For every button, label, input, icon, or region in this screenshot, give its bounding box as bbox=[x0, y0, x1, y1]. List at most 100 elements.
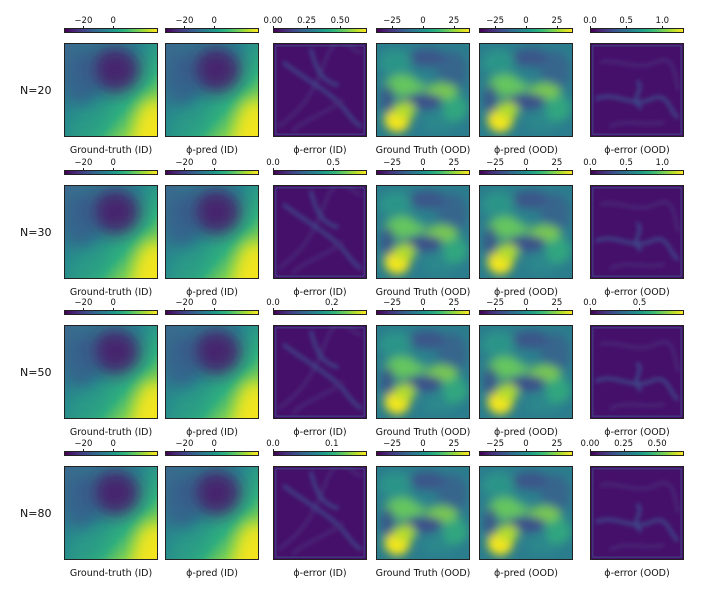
colorbar-tick-label: 1.0 bbox=[655, 16, 670, 26]
colorbar-tick-label: −20 bbox=[175, 16, 194, 26]
colorbar-tick-mark bbox=[495, 26, 497, 28]
colorbar-tick-label: 0.5 bbox=[619, 158, 633, 168]
panel-caption: ϕ-error (OOD) bbox=[604, 568, 670, 579]
colorbar bbox=[479, 28, 573, 33]
colorbar-tick-mark bbox=[495, 308, 497, 310]
colorbar-tick-mark bbox=[273, 308, 274, 310]
heatmap-field bbox=[274, 186, 366, 278]
field-structure bbox=[378, 190, 469, 275]
colorbar-tick-label: 0.25 bbox=[297, 16, 317, 26]
colorbar-tick-label: −20 bbox=[74, 16, 93, 26]
panel-caption: Ground Truth (OOD) bbox=[375, 287, 471, 298]
heatmap-field bbox=[274, 44, 366, 136]
colorbar bbox=[590, 451, 684, 456]
field-low-region bbox=[192, 329, 241, 374]
heatmap-panel: −20 0 ϕ-pred (ID) bbox=[165, 17, 259, 163]
colorbar-tick-label: 0 bbox=[211, 158, 217, 168]
field-structure bbox=[378, 48, 469, 133]
colorbar-tick-label: −20 bbox=[175, 439, 194, 449]
row-label: N=50 bbox=[20, 366, 52, 379]
heatmap-image bbox=[376, 466, 470, 560]
heatmap-field bbox=[480, 467, 572, 559]
field-edge-artifact bbox=[592, 468, 682, 558]
field-high-region bbox=[236, 99, 258, 136]
colorbar bbox=[64, 170, 158, 175]
colorbar-tick-mark bbox=[273, 168, 274, 170]
colorbar bbox=[165, 170, 259, 175]
colorbar-tick-mark bbox=[331, 449, 333, 451]
colorbar-tick-mark bbox=[273, 449, 274, 451]
heatmap-field bbox=[65, 326, 157, 418]
colorbar-tick-mark bbox=[639, 308, 641, 310]
field-edge-artifact bbox=[592, 327, 682, 417]
colorbar-tick-label: −20 bbox=[175, 298, 194, 308]
field-low-region bbox=[192, 47, 241, 92]
heatmap-image bbox=[273, 43, 367, 137]
colorbar-tick-label: 0 bbox=[211, 298, 217, 308]
field-structure bbox=[594, 481, 681, 552]
colorbar-tick-label: 0.5 bbox=[619, 16, 633, 26]
heatmap-image bbox=[479, 43, 573, 137]
heatmap-image bbox=[590, 325, 684, 419]
colorbar-tick-label: −20 bbox=[74, 298, 93, 308]
colorbar-tick-mark bbox=[214, 449, 216, 451]
panel-caption: ϕ-error (ID) bbox=[293, 568, 347, 579]
colorbar-tick-mark bbox=[453, 449, 455, 451]
colorbar-tick-mark bbox=[495, 449, 497, 451]
colorbar bbox=[479, 310, 573, 315]
heatmap-image bbox=[64, 466, 158, 560]
colorbar-tick-mark bbox=[423, 449, 424, 451]
field-mid-region bbox=[65, 474, 99, 530]
heatmap-panel: −20 0 Ground-truth (ID) bbox=[64, 159, 158, 305]
heatmap-image bbox=[590, 466, 684, 560]
panel-caption: ϕ-pred (OOD) bbox=[494, 427, 558, 438]
heatmap-field bbox=[591, 44, 683, 136]
colorbar bbox=[376, 451, 470, 456]
colorbar-tick-mark bbox=[306, 26, 308, 28]
colorbar-tick-label: 25 bbox=[551, 158, 563, 168]
heatmap-panel: −25 0 25 Ground Truth (OOD) bbox=[376, 159, 471, 305]
heatmap-image bbox=[273, 185, 367, 279]
heatmap-field bbox=[480, 186, 572, 278]
heatmap-panel: 0.0 0.2 ϕ-error (ID) bbox=[266, 299, 367, 445]
heatmap-image bbox=[590, 185, 684, 279]
heatmap-field bbox=[65, 467, 157, 559]
field-edge-artifact bbox=[275, 187, 365, 277]
colorbar-tick-label: −20 bbox=[74, 439, 93, 449]
heatmap-panel: −25 0 25 Ground Truth (OOD) bbox=[376, 440, 471, 586]
colorbar-tick-mark bbox=[590, 449, 591, 451]
field-mid-region bbox=[166, 193, 200, 249]
colorbar-tick-label: 0.2 bbox=[324, 298, 339, 308]
heatmap-panel: −25 0 25 Ground Truth (OOD) bbox=[376, 17, 471, 163]
colorbar-tick-mark bbox=[392, 449, 394, 451]
colorbar-tick-mark bbox=[214, 308, 216, 310]
colorbar-tick-label: 0 bbox=[420, 298, 426, 308]
field-mid-region bbox=[166, 249, 207, 278]
panel-caption: ϕ-error (OOD) bbox=[604, 287, 670, 298]
colorbar-tick-label: 0.0 bbox=[266, 298, 280, 308]
field-high-region bbox=[135, 241, 157, 278]
heatmap-image bbox=[376, 43, 470, 137]
heatmap-panel: −20 0 ϕ-pred (ID) bbox=[165, 299, 259, 445]
colorbar-tick-label: 0 bbox=[110, 158, 116, 168]
heatmap-field bbox=[591, 186, 683, 278]
field-structure bbox=[594, 200, 681, 271]
colorbar-tick-mark bbox=[526, 449, 527, 451]
field-high-region bbox=[236, 241, 258, 278]
panel-caption: ϕ-pred (ID) bbox=[186, 568, 238, 579]
colorbar-tick-label: 0 bbox=[420, 16, 426, 26]
field-structure bbox=[378, 330, 469, 415]
colorbar-tick-label: −25 bbox=[486, 439, 505, 449]
row-label: N=30 bbox=[20, 226, 52, 239]
colorbar bbox=[479, 170, 573, 175]
field-edge-artifact bbox=[275, 327, 365, 417]
heatmap-panel: 0.00 0.25 0.50 ϕ-error (OOD) bbox=[581, 440, 684, 586]
heatmap-panel: 0.0 0.5 1.0 ϕ-error (OOD) bbox=[583, 159, 684, 305]
colorbar-tick-label: 0.0 bbox=[583, 16, 597, 26]
heatmap-panel: −20 0 ϕ-pred (ID) bbox=[165, 440, 259, 586]
colorbar bbox=[273, 451, 367, 456]
colorbar-tick-mark bbox=[340, 26, 342, 28]
heatmap-panel: −20 0 Ground-truth (ID) bbox=[64, 299, 158, 445]
field-high-region bbox=[135, 99, 157, 136]
field-structure bbox=[481, 190, 572, 275]
